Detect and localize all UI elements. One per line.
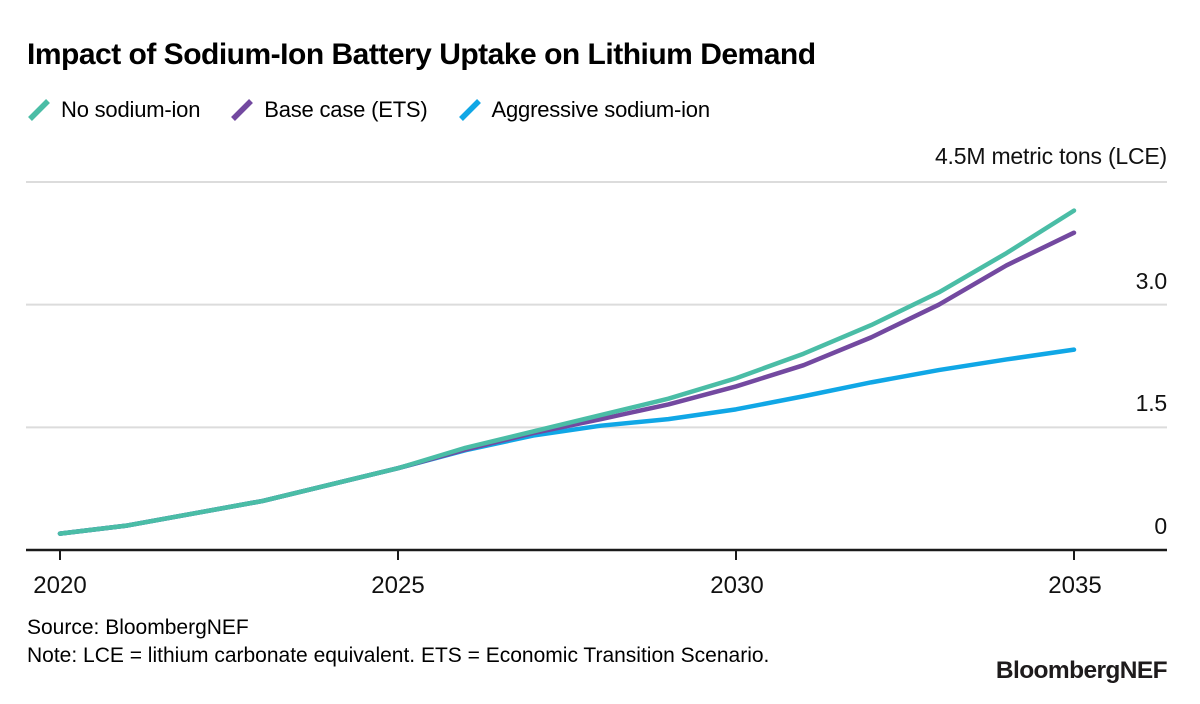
legend-swatch-1 (231, 99, 254, 121)
note-line: Note: LCE = lithium carbonate equivalent… (27, 644, 770, 667)
y-axis-label-0: 0 (1154, 513, 1167, 539)
series-line-base-case-ets- (57, 230, 1077, 536)
legend-label: Aggressive sodium-ion (491, 97, 711, 122)
footer-text: Source: BloombergNEF Note: LCE = lithium… (27, 614, 769, 670)
page-title: Impact of Sodium-Ion Battery Uptake on L… (27, 38, 816, 71)
legend-label: No sodium-ion (61, 97, 201, 122)
x-axis-label-2030: 2030 (710, 572, 764, 599)
x-axis-label-2035: 2035 (1048, 572, 1102, 599)
series-line-no-sodium-ion (57, 208, 1077, 536)
y-axis-label-3-0: 3.0 (1135, 268, 1168, 294)
legend-item-no-sodium-ion: No sodium-ion (27, 96, 200, 124)
legend-swatch-0 (28, 99, 50, 121)
legend-item-base-case: Base case (ETS) (230, 96, 428, 124)
chart-legend: No sodium-ion Base case (ETS) Aggressive… (27, 96, 710, 124)
source-line: Source: BloombergNEF (27, 616, 249, 639)
legend-item-aggressive: Aggressive sodium-ion (458, 96, 710, 124)
bloombergnef-logo: BloombergNEF (995, 657, 1168, 684)
y-axis-label-1-5: 1.5 (1135, 390, 1168, 416)
x-axis-label-2025: 2025 (371, 572, 425, 599)
legend-swatch-2 (458, 99, 481, 121)
legend-label: Base case (ETS) (264, 97, 428, 122)
series-line-aggressive-sodium-ion (57, 347, 1077, 536)
y-axis-top-label: 4.5M metric tons (LCE) (934, 143, 1167, 169)
x-axis-label-2020: 2020 (33, 572, 87, 599)
